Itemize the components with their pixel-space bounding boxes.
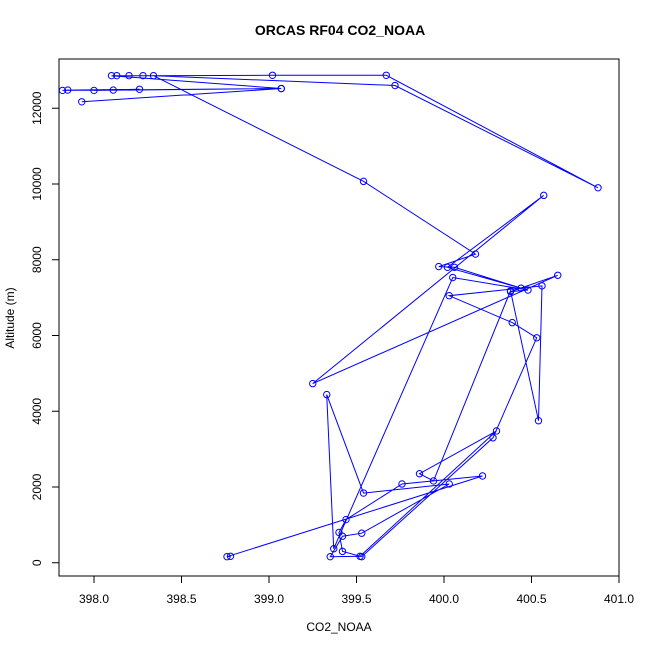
data-point [533,334,541,342]
data-point [109,86,117,94]
data-point [398,480,406,488]
data-point [506,287,515,296]
data-point [429,477,438,485]
x-tick-label: 400.5 [516,592,546,606]
data-point [492,427,501,435]
data-point [524,286,532,294]
data-point [64,86,72,94]
data-point [489,434,497,442]
y-axis-label: Altitude (m) [3,287,17,348]
series-line [62,74,599,558]
data-point [58,86,67,95]
plot-frame [58,58,620,577]
data-point [268,71,277,79]
data-point [356,552,364,561]
x-tick-label: 398.5 [166,592,196,606]
data-point [534,417,543,425]
data-point [554,271,562,279]
data-point [517,284,525,292]
data-point [415,470,424,478]
data-point [471,250,480,258]
data-point [359,177,368,186]
x-axis: 398.0 398.5 399.0 399.5 400.0 400.5 401.0 [79,576,634,606]
x-tick-label: 399.5 [341,592,371,606]
y-tick-label: 4000 [30,398,44,425]
chart-title: ORCAS RF04 CO2_NOAA [255,22,425,38]
data-point [139,71,147,80]
data-point [450,263,459,272]
data-point [330,545,338,553]
data-point [107,71,116,80]
y-tick-label: 8000 [30,246,44,273]
y-tick-label: 12000 [30,91,44,125]
y-tick-label: 10000 [30,167,44,201]
x-axis-label: CO2_NOAA [306,620,371,634]
y-tick-label: 6000 [30,322,44,349]
data-point [445,480,453,488]
data-point [326,552,334,561]
data-point [443,263,452,272]
x-tick-label: 398.0 [79,592,109,606]
data-point [90,86,98,95]
data-point [478,472,487,480]
data-point [508,318,516,327]
data-point [359,489,368,497]
data-point [435,262,443,271]
data-point [342,515,350,524]
y-tick-label: 0 [30,559,44,566]
data-point [277,84,285,93]
data-point [382,71,390,79]
data-point [594,184,602,192]
data-point [223,552,231,561]
x-tick-label: 401.0 [604,592,634,606]
data-point [449,273,457,282]
data-point [338,532,347,540]
x-tick-label: 399.0 [254,592,284,606]
data-point [78,98,86,106]
data-point [538,282,546,290]
data-point [135,85,144,94]
data-point [125,71,133,80]
data-point [445,292,453,300]
data-point [323,390,331,399]
data-point [113,71,121,80]
y-tick-label: 2000 [30,473,44,500]
y-axis: 0 2000 4000 6000 8000 10000 12000 [30,91,59,566]
data-point [358,529,366,537]
x-tick-label: 400.0 [429,592,459,606]
data-point [391,81,399,90]
data-point [540,191,548,200]
series-layer [58,71,602,561]
data-point [149,71,158,80]
data-point [309,379,317,388]
data-point [226,552,235,561]
data-point [338,547,347,556]
